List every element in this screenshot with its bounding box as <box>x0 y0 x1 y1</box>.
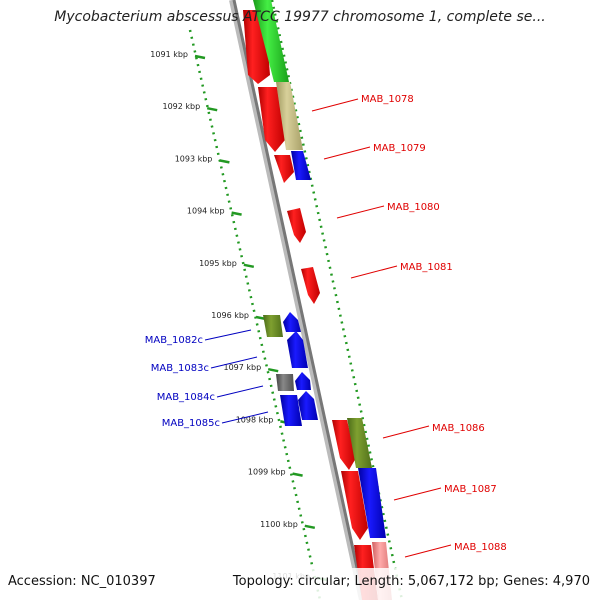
gene-block[interactable] <box>280 395 302 426</box>
scale-tick <box>267 367 279 373</box>
gene-block[interactable] <box>298 391 318 420</box>
gene-label-mab-1084c[interactable]: MAB_1084c <box>157 392 215 403</box>
gene-label-mab-1085c[interactable]: MAB_1085c <box>162 418 220 429</box>
accession-text: Accession: NC_010397 <box>8 574 156 589</box>
topology-summary: Topology: circular; Length: 5,067,172 bp… <box>232 574 590 589</box>
gene-block[interactable] <box>347 418 372 468</box>
scale-tick <box>231 211 242 216</box>
scale-tick <box>194 54 206 60</box>
gene-label-mab-1088[interactable]: MAB_1088 <box>454 542 507 553</box>
gene-label-mab-1086[interactable]: MAB_1086 <box>432 423 485 434</box>
forward-labels: MAB_1078 MAB_1079 MAB_1080 MAB_1081 MAB_… <box>361 94 507 553</box>
forward-genes <box>243 0 392 600</box>
gene-block[interactable] <box>258 87 285 152</box>
gene-block[interactable] <box>341 471 368 540</box>
gene-label-mab-1083c[interactable]: MAB_1083c <box>151 363 209 374</box>
scale-tick-label: 1093 kbp <box>175 154 213 163</box>
gene-block[interactable] <box>295 372 311 390</box>
scale-tick <box>219 159 230 164</box>
scale-tick-label: 1096 kbp <box>211 311 249 320</box>
gene-block[interactable] <box>276 82 303 150</box>
scale-tick-label: 1100 kbp <box>260 520 298 529</box>
gene-block[interactable] <box>263 315 283 337</box>
gene-label-mab-1082c[interactable]: MAB_1082c <box>145 335 203 346</box>
gene-block[interactable] <box>291 151 311 180</box>
scale-tick-label: 1095 kbp <box>199 259 237 268</box>
gene-label-mab-1080[interactable]: MAB_1080 <box>387 202 440 213</box>
scale-tick <box>292 472 303 477</box>
gene-label-mab-1081[interactable]: MAB_1081 <box>400 262 453 273</box>
scale-tick <box>206 106 218 112</box>
gene-label-mab-1078[interactable]: MAB_1078 <box>361 94 414 105</box>
backbone <box>229 0 366 600</box>
reverse-genes <box>263 312 318 426</box>
forward-connectors <box>311 98 452 558</box>
scale-tick-label: 1091 kbp <box>150 50 188 59</box>
scale-tick-label: 1099 kbp <box>248 468 286 477</box>
gene-block[interactable] <box>283 312 301 332</box>
gene-block[interactable] <box>253 0 289 82</box>
reverse-connectors <box>204 329 269 424</box>
gene-block[interactable] <box>301 267 320 304</box>
gene-block[interactable] <box>274 155 294 183</box>
gene-block[interactable] <box>287 331 308 368</box>
scale-tick-label: 1094 kbp <box>187 207 225 216</box>
gene-label-mab-1087[interactable]: MAB_1087 <box>444 484 497 495</box>
scale-tick-label: 1092 kbp <box>162 102 200 111</box>
scale-tick-label: 1098 kbp <box>236 415 274 424</box>
gene-block[interactable] <box>276 374 294 391</box>
map-title: Mycobacterium abscessus ATCC 19977 chrom… <box>54 9 546 25</box>
gene-block[interactable] <box>358 468 386 538</box>
scale-tick-label: 1097 kbp <box>223 363 261 372</box>
gene-label-mab-1079[interactable]: MAB_1079 <box>373 143 426 154</box>
scale-tick <box>304 524 316 530</box>
gene-block[interactable] <box>332 420 356 470</box>
reverse-labels: MAB_1082c MAB_1083c MAB_1084c MAB_1085c <box>145 335 220 429</box>
gene-block[interactable] <box>287 208 306 243</box>
footer-band <box>0 568 600 600</box>
scale-tick <box>243 263 255 269</box>
